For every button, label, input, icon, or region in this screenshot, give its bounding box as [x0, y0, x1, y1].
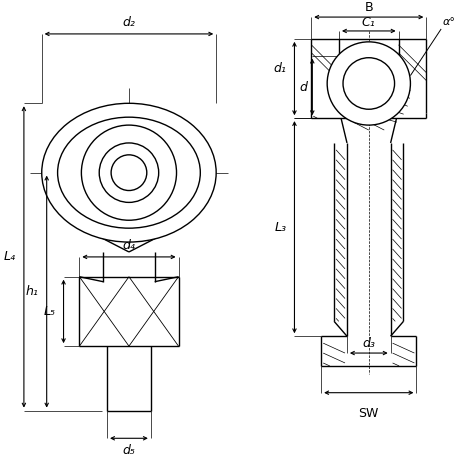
- Text: d₃: d₃: [363, 337, 375, 350]
- Text: L₃: L₃: [275, 221, 287, 234]
- Text: L₅: L₅: [44, 305, 56, 318]
- Text: d: d: [300, 81, 307, 94]
- Text: C₁: C₁: [362, 16, 375, 29]
- Circle shape: [111, 155, 147, 190]
- Circle shape: [81, 125, 176, 220]
- Text: d₂: d₂: [123, 16, 135, 29]
- Ellipse shape: [327, 42, 410, 125]
- Text: d₄: d₄: [123, 238, 135, 251]
- Text: d₁: d₁: [274, 62, 287, 75]
- Text: d₅: d₅: [123, 444, 135, 457]
- Text: L₄: L₄: [4, 251, 16, 263]
- Ellipse shape: [42, 103, 216, 242]
- Ellipse shape: [343, 58, 394, 109]
- Text: SW: SW: [359, 407, 379, 420]
- Ellipse shape: [57, 117, 200, 228]
- Text: h₁: h₁: [26, 285, 39, 298]
- Text: α°: α°: [443, 17, 456, 27]
- Text: B: B: [364, 0, 373, 14]
- Circle shape: [99, 143, 159, 203]
